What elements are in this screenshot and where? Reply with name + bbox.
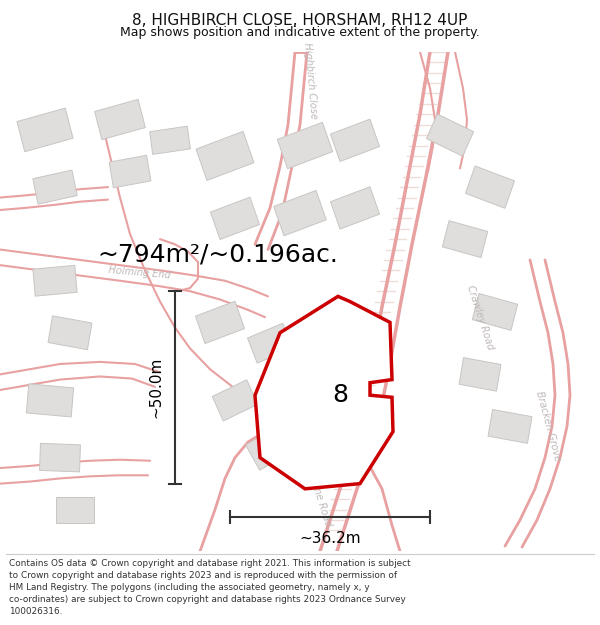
Text: Crane Road: Crane Road [307,471,334,528]
Polygon shape [33,266,77,296]
Text: ~794m²/~0.196ac.: ~794m²/~0.196ac. [98,242,338,267]
Polygon shape [488,409,532,443]
Polygon shape [427,114,473,156]
Polygon shape [33,170,77,204]
Polygon shape [48,316,92,350]
Polygon shape [109,155,151,188]
Polygon shape [196,301,245,344]
Polygon shape [331,119,380,161]
Text: Contains OS data © Crown copyright and database right 2021. This information is : Contains OS data © Crown copyright and d… [9,559,410,568]
Polygon shape [17,108,73,152]
Text: Holming End: Holming End [109,265,172,280]
Polygon shape [245,424,295,470]
Text: Map shows position and indicative extent of the property.: Map shows position and indicative extent… [120,26,480,39]
Polygon shape [212,380,258,421]
Text: co-ordinates) are subject to Crown copyright and database rights 2023 Ordnance S: co-ordinates) are subject to Crown copyr… [9,595,406,604]
Polygon shape [472,294,518,331]
Polygon shape [149,126,190,154]
Polygon shape [466,166,515,208]
Text: Highbirch Close: Highbirch Close [302,42,319,119]
Polygon shape [248,323,292,363]
Text: HM Land Registry. The polygons (including the associated geometry, namely x, y: HM Land Registry. The polygons (includin… [9,583,370,592]
Polygon shape [95,99,145,139]
Text: Bracken Grove: Bracken Grove [534,390,562,462]
Polygon shape [442,221,488,258]
Text: 100026316.: 100026316. [9,608,62,616]
Text: ~50.0m: ~50.0m [148,357,163,418]
Text: Crawley Road: Crawley Road [465,284,495,351]
Polygon shape [40,443,80,472]
Polygon shape [459,357,501,391]
Polygon shape [274,191,326,236]
Polygon shape [331,187,380,229]
Text: 8: 8 [332,383,348,408]
Polygon shape [56,497,94,522]
Polygon shape [196,131,254,181]
Text: ~36.2m: ~36.2m [299,531,361,546]
Polygon shape [26,384,74,417]
Text: to Crown copyright and database rights 2023 and is reproduced with the permissio: to Crown copyright and database rights 2… [9,571,397,580]
Polygon shape [255,296,393,489]
Polygon shape [277,122,332,169]
Polygon shape [211,197,260,239]
Text: 8, HIGHBIRCH CLOSE, HORSHAM, RH12 4UP: 8, HIGHBIRCH CLOSE, HORSHAM, RH12 4UP [133,13,467,28]
